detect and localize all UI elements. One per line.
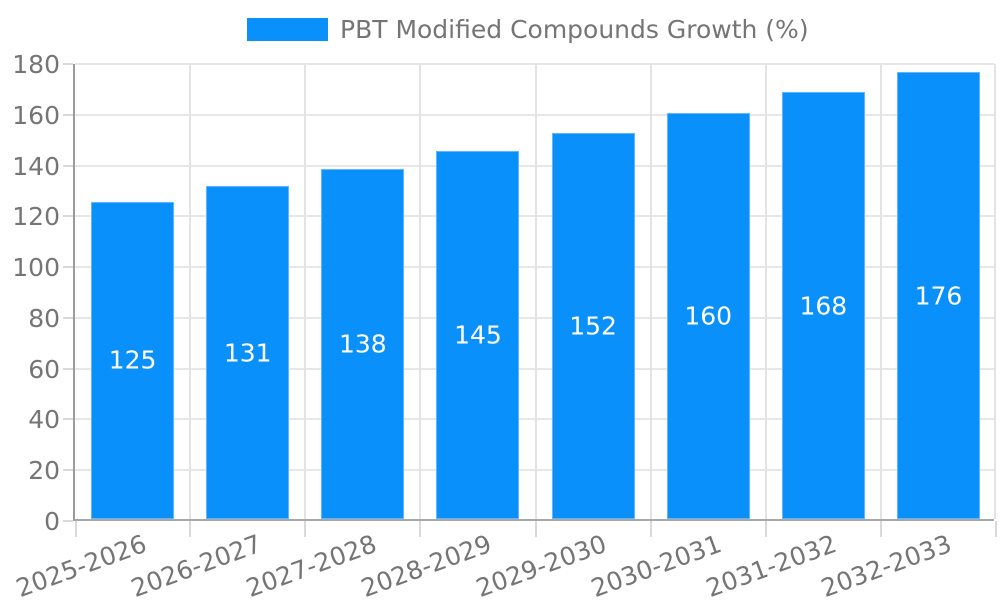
x-tick-mark (879, 521, 882, 537)
y-tick-mark (63, 316, 73, 319)
y-tick-label: 40 (28, 405, 60, 435)
bar (781, 92, 865, 519)
y-tick-label: 0 (44, 507, 60, 536)
legend-label: PBT Modified Compounds Growth (%) (340, 15, 809, 44)
x-tick-label: 2026-2027 (126, 529, 265, 600)
x-gridline (649, 64, 652, 519)
bar (896, 72, 980, 519)
bar-value-label: 160 (684, 301, 733, 331)
x-gridline (304, 64, 307, 519)
x-tick-mark (995, 521, 997, 537)
y-tick-mark (63, 63, 73, 65)
x-tick-label: 2032-2033 (817, 529, 956, 600)
y-tick-mark (63, 520, 73, 522)
x-tick-mark (419, 521, 422, 537)
x-tick-label: 2029-2030 (472, 529, 611, 600)
bar-value-label: 176 (914, 281, 963, 311)
x-tick-mark (304, 521, 307, 537)
y-tick-mark (63, 266, 73, 269)
x-tick-label: 2031-2032 (702, 529, 841, 600)
x-tick-mark (649, 521, 652, 537)
bar (666, 112, 750, 519)
bar (551, 133, 635, 519)
x-gridline (879, 64, 882, 519)
y-tick-label: 100 (12, 253, 60, 283)
x-tick-mark (75, 521, 77, 537)
legend: PBT Modified Compounds Growth (%) (247, 15, 809, 44)
x-tick-label: 2030-2031 (587, 529, 726, 600)
y-tick-mark (63, 469, 73, 472)
x-tick-label: 2025-2026 (11, 529, 150, 600)
bar-value-label: 145 (454, 320, 502, 350)
y-tick-label: 20 (28, 456, 60, 486)
y-tick-mark (63, 418, 73, 421)
x-tick-mark (764, 521, 767, 537)
bar-value-label: 138 (338, 329, 387, 359)
x-gridline (764, 64, 767, 519)
y-tick-label: 160 (12, 100, 60, 130)
y-tick-mark (63, 367, 73, 370)
bar-value-label: 168 (799, 291, 848, 321)
x-tick-label: 2027-2028 (242, 529, 381, 600)
bar-value-label: 125 (108, 345, 157, 375)
bar (91, 201, 175, 519)
y-tick-label: 120 (12, 202, 60, 232)
y-tick-label: 140 (12, 151, 60, 181)
legend-swatch (247, 18, 328, 41)
y-tick-mark (63, 164, 73, 167)
x-gridline (994, 64, 996, 519)
y-tick-mark (63, 113, 73, 116)
bar (321, 168, 405, 519)
y-tick-mark (63, 215, 73, 218)
bar-value-label: 152 (569, 311, 617, 341)
bar (206, 186, 290, 519)
y-tick-label: 60 (28, 354, 60, 384)
bar-value-label: 131 (223, 338, 272, 368)
bar (436, 150, 520, 519)
x-tick-label: 2028-2029 (357, 529, 496, 600)
plot-area: 125 131 138 145 152 160 168 176 (63, 63, 997, 537)
x-tick-mark (189, 521, 192, 537)
y-tick-label: 80 (28, 303, 60, 333)
x-tick-mark (534, 521, 537, 537)
x-gridline (534, 64, 537, 519)
x-gridline (189, 64, 192, 519)
y-tick-label: 180 (12, 50, 60, 79)
x-gridline (419, 64, 422, 519)
